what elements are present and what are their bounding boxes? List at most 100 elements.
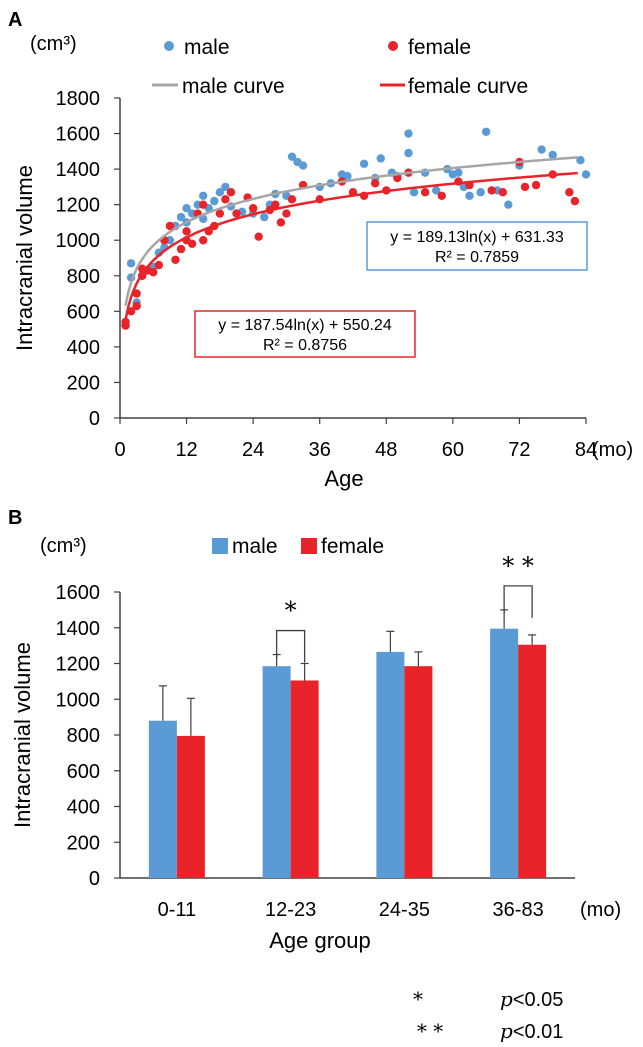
male-point	[221, 182, 230, 192]
panel-b-y-tick-label: 0	[89, 868, 100, 890]
male-point	[343, 172, 352, 181]
female-point	[531, 180, 541, 190]
panel-a-x-unit: (mo)	[592, 439, 633, 461]
bar-female-36-83	[518, 644, 547, 878]
legend-label-male: male	[184, 36, 230, 59]
panel-a-unit: (cm³)	[30, 33, 77, 55]
panel-a-y-tick-label: 0	[89, 408, 100, 430]
legend-label-male-curve: male curve	[182, 75, 285, 98]
panel-letter-a: A	[8, 9, 22, 31]
female-point	[487, 186, 496, 195]
panel-a-y-tick-label: 200	[67, 372, 100, 394]
male-point	[481, 127, 491, 136]
male-point	[176, 212, 186, 222]
panel-b-y-axis-label: Intracranial volume	[10, 642, 35, 828]
bar-male-36-83	[490, 628, 519, 878]
male-point	[404, 129, 413, 138]
female-point	[287, 195, 297, 204]
panel-a-x-tick-label: 72	[508, 439, 530, 461]
female-point	[232, 209, 241, 218]
female-point	[370, 179, 380, 188]
male-point	[576, 156, 585, 165]
female-point	[215, 209, 225, 218]
female-r2: R² = 0.8756	[263, 337, 347, 354]
female-point	[498, 188, 507, 197]
female-point	[187, 239, 197, 248]
male-point	[504, 200, 513, 209]
legend-swatch-female-b	[301, 538, 317, 554]
panel-a-x-tick-label: 60	[442, 439, 464, 461]
female-point	[132, 289, 141, 298]
panel-a-x-tick-label: 84	[575, 439, 597, 461]
panel-a-y-tick-label: 1000	[56, 230, 101, 252]
legend-label-male-b: male	[232, 535, 278, 558]
female-point	[393, 173, 402, 183]
panel-b-y-tick-label: 800	[67, 725, 100, 747]
female-point	[271, 200, 280, 209]
female-point	[570, 196, 580, 206]
female-point	[176, 244, 186, 254]
panel-b-x-unit: (mo)	[580, 899, 621, 921]
female-point	[282, 209, 291, 218]
panel-b-x-axis-label: Age group	[269, 928, 371, 953]
panel-b-y-tick-label: 400	[67, 797, 100, 819]
panel-b-significance: * * *	[275, 552, 534, 663]
female-point	[171, 255, 180, 264]
significance-marker: *	[285, 597, 297, 625]
significance-footnote: * p<0.05 * * p<0.01	[413, 987, 563, 1043]
panel-b-x-tick-label: 24-35	[379, 899, 430, 921]
panel-a-x-ticks: 0 12 24 36 48 60 72 84	[114, 418, 597, 461]
female-point	[154, 260, 164, 270]
footnote-marker-2: * *	[417, 1019, 443, 1043]
legend-swatch-male-b	[212, 538, 228, 554]
male-point	[215, 188, 225, 197]
panel-a-x-tick-label: 36	[309, 439, 331, 461]
panel-a-x-tick-label: 0	[114, 439, 125, 461]
bar-male-0-11	[148, 720, 177, 878]
footnote-p-symbol-1: p	[500, 987, 513, 1011]
significance-marker: * *	[502, 552, 534, 580]
panel-b-y-tick-label: 1200	[56, 654, 101, 676]
footnote-p-value-1: <0.05	[513, 989, 564, 1011]
male-point	[376, 154, 385, 163]
legend-label-female-b: female	[321, 535, 384, 558]
female-equation-box	[194, 310, 416, 358]
female-point	[437, 191, 446, 200]
female-point	[199, 236, 208, 245]
male-curve-line	[124, 156, 578, 307]
footnote-marker-1: *	[413, 987, 423, 1011]
legend-marker-female	[388, 41, 398, 51]
male-point	[404, 148, 413, 158]
panel-b-x-tick-label: 36-83	[493, 899, 544, 921]
panel-a-y-axis-label: Intracranial volume	[12, 165, 37, 351]
panel-b-y-tick-label: 200	[67, 832, 100, 854]
female-point	[165, 221, 175, 231]
panel-b-y-tick-label: 1600	[56, 582, 101, 604]
panel-b-x-tick-label: 12-23	[265, 899, 316, 921]
panel-a: A (cm³) male female male curve female cu…	[8, 9, 633, 491]
female-point	[565, 188, 574, 197]
male-point	[476, 188, 485, 197]
bar-female-0-11	[176, 735, 205, 878]
male-point	[581, 170, 591, 179]
bar-male-12-23	[262, 666, 291, 878]
female-point	[226, 188, 236, 197]
female-point	[276, 218, 286, 227]
legend-label-female: female	[408, 36, 471, 59]
male-point	[359, 159, 369, 168]
female-point	[420, 188, 430, 197]
panel-letter-b: B	[8, 507, 22, 529]
male-point	[182, 204, 191, 213]
footnote-p-1: p<0.05	[500, 987, 563, 1011]
bar-female-12-23	[290, 680, 319, 878]
panel-a-y-tick-label: 600	[67, 301, 100, 323]
male-point	[548, 150, 557, 160]
male-point	[210, 196, 219, 206]
male-point	[409, 188, 419, 197]
female-point	[520, 182, 530, 192]
footnote-p-symbol-2: p	[500, 1019, 513, 1043]
female-point	[121, 317, 130, 327]
panel-a-x-axis-label: Age	[324, 466, 363, 491]
panel-b-y-ticks: 0 200 400 600 800 1000 1200 1400 1600	[56, 582, 120, 890]
panel-a-y-tick-label: 1200	[56, 195, 101, 217]
